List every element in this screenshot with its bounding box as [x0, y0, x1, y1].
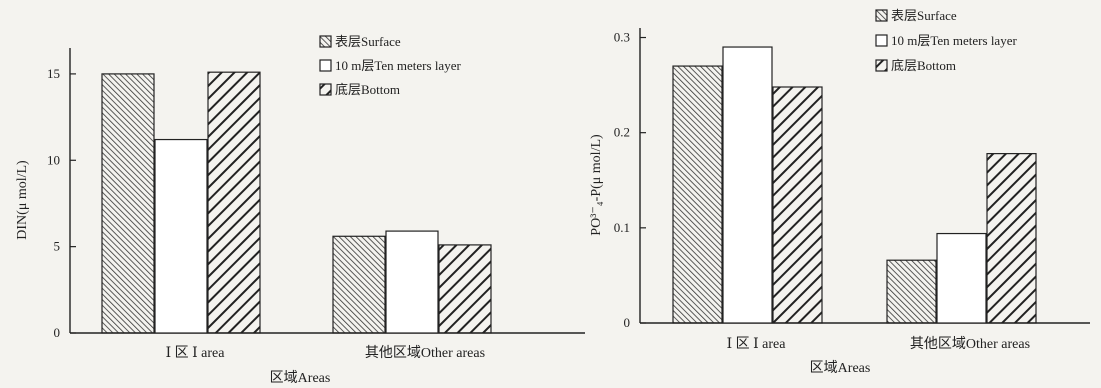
- y-axis-title: DIN(μ mol/L): [15, 160, 30, 240]
- y-axis-title: PO³⁻₄-P(μ mol/L): [589, 134, 604, 236]
- category-label: Ⅰ 区 Ⅰ area: [166, 345, 226, 361]
- legend-entry: 10 m层Ten meters layer: [335, 58, 461, 73]
- legend-entry: 表层Surface: [335, 34, 401, 49]
- bar-3-group-2: [986, 153, 1037, 324]
- category-label: 其他区域Other areas: [365, 345, 485, 361]
- legend-swatch: [319, 35, 332, 48]
- bar-2-group-2: [385, 230, 439, 334]
- chart-2: 0 0.1 0.2 0.3 Ⅰ 区 Ⅰ area 其他区域Other areas 区域Are…: [589, 8, 1090, 376]
- legend: 表层Surface 10 m层Ten meters layer 底层Bottom: [875, 8, 1017, 73]
- legend-swatch: [875, 9, 888, 22]
- bar-1-group-1: [672, 65, 723, 324]
- legend-entry: 表层Surface: [891, 8, 957, 23]
- legend-entry: 10 m层Ten meters layer: [891, 33, 1017, 48]
- category-label: 其他区域Other areas: [910, 336, 1030, 352]
- y-tick-label: 0: [624, 315, 631, 330]
- y-tick-label: 0.3: [614, 30, 630, 45]
- bar-2-group-1: [154, 138, 208, 334]
- bar-2-group-2: [936, 232, 987, 324]
- x-axis-title: 区域Areas: [270, 370, 331, 386]
- y-tick-label: 15: [47, 66, 60, 81]
- bar-1-group-2: [886, 259, 937, 324]
- category-label: Ⅰ 区 Ⅰ area: [727, 336, 787, 352]
- legend: 表层Surface 10 m层Ten meters layer 底层Bottom: [319, 34, 461, 97]
- bar-2-group-1: [722, 46, 773, 324]
- y-tick-label: 10: [47, 152, 60, 167]
- legend-swatch: [319, 59, 332, 72]
- legend-swatch: [319, 83, 332, 96]
- bar-3-group-1: [772, 86, 823, 324]
- y-tick-label: 0.2: [614, 125, 630, 140]
- bar-1-group-1: [101, 73, 155, 334]
- x-axis-title: 区域Areas: [810, 360, 871, 376]
- legend-entry: 底层Bottom: [891, 58, 956, 73]
- y-tick-label: 0: [54, 325, 61, 340]
- y-tick-label: 5: [54, 239, 61, 254]
- bar-1-group-2: [332, 235, 386, 334]
- chart-1: 0 5 10 15 Ⅰ 区 Ⅰ area 其他区域Other areas 区域Areas DI…: [15, 34, 585, 386]
- legend-swatch: [875, 34, 888, 47]
- legend-entry: 底层Bottom: [335, 82, 400, 97]
- legend-swatch: [875, 59, 888, 72]
- bar-3-group-2: [438, 244, 492, 334]
- bar-3-group-1: [207, 71, 261, 334]
- y-tick-label: 0.1: [614, 220, 630, 235]
